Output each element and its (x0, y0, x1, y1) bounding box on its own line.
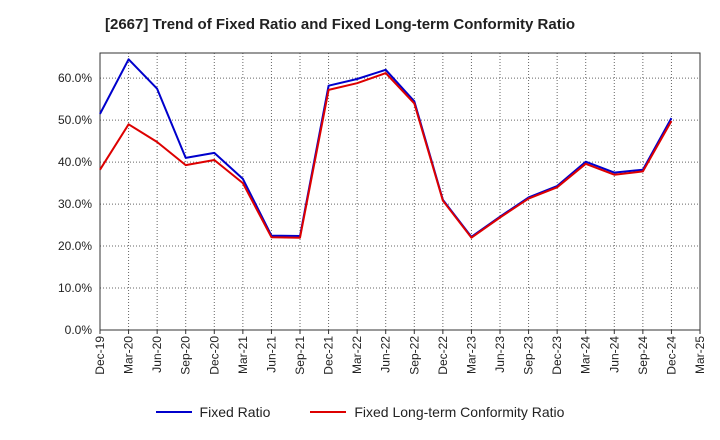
x-tick-label: Dec-19 (93, 336, 107, 375)
x-tick-label: Mar-24 (579, 336, 593, 374)
x-tick-label: Sep-24 (636, 336, 650, 375)
y-tick-label: 20.0% (58, 239, 92, 253)
legend-label-fixed-ratio: Fixed Ratio (199, 404, 271, 420)
series-line-fixed-long-term-conformity-ratio (99, 72, 673, 239)
x-tick-label: Dec-23 (550, 336, 564, 375)
y-tick-label: 50.0% (58, 113, 92, 127)
x-tick-label: Mar-22 (350, 336, 364, 374)
x-tick-label: Dec-24 (664, 336, 678, 375)
x-tick-label: Jun-23 (493, 336, 507, 373)
legend-item-fixed-long-term-conformity-ratio: Fixed Long-term Conformity Ratio (310, 404, 564, 420)
y-tick-label: 60.0% (58, 71, 92, 85)
x-tick-label: Sep-21 (293, 336, 307, 375)
x-tick-label: Mar-23 (464, 336, 478, 374)
legend-label-fixed-long-term-conformity-ratio: Fixed Long-term Conformity Ratio (354, 404, 565, 420)
x-tick-label: Dec-22 (436, 336, 450, 375)
y-tick-label: 0.0% (65, 323, 93, 337)
series-line-fixed-ratio (99, 58, 673, 238)
x-tick-label: Sep-22 (407, 336, 421, 375)
x-tick-label: Mar-21 (236, 336, 250, 374)
y-tick-label: 30.0% (58, 197, 92, 211)
x-tick-label: Sep-20 (179, 336, 193, 375)
x-tick-label: Mar-20 (122, 336, 136, 374)
x-tick-label: Dec-20 (207, 336, 221, 375)
x-tick-label: Jun-20 (150, 336, 164, 373)
x-tick-label: Sep-23 (522, 336, 536, 375)
legend-item-fixed-ratio: Fixed Ratio (155, 404, 271, 420)
x-tick-label: Jun-24 (607, 336, 621, 373)
x-tick-label: Jun-21 (264, 336, 278, 373)
x-tick-label: Mar-25 (693, 336, 707, 374)
chart-legend: Fixed Ratio Fixed Long-term Conformity R… (0, 404, 720, 420)
y-tick-label: 10.0% (58, 281, 92, 295)
chart-title: [2667] Trend of Fixed Ratio and Fixed Lo… (105, 16, 576, 33)
y-tick-label: 40.0% (58, 155, 92, 169)
x-tick-label: Jun-22 (379, 336, 393, 373)
legend-swatch-fixed-ratio (155, 411, 192, 413)
legend-swatch-fixed-long-term-conformity-ratio (310, 411, 347, 413)
x-tick-label: Dec-21 (322, 336, 336, 375)
plot-frame (99, 52, 701, 331)
